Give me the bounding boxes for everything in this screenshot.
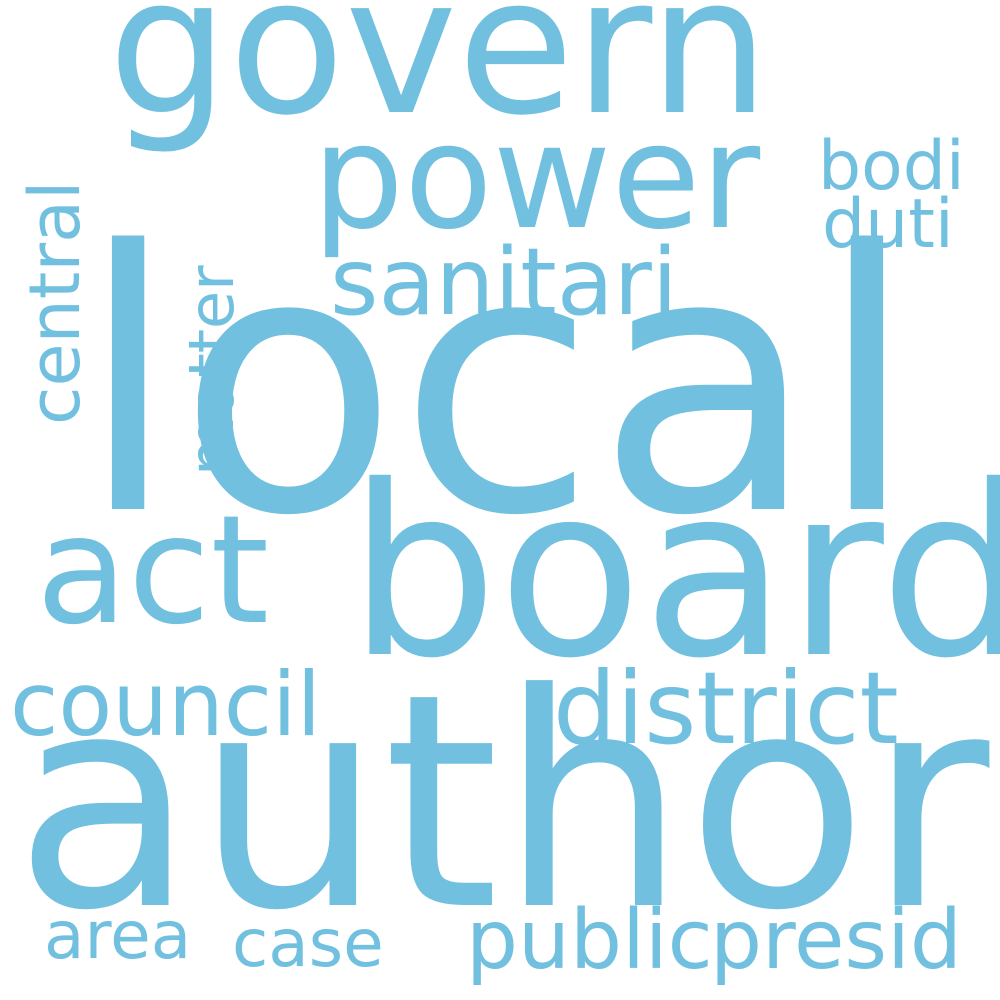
word-act: act (36, 484, 270, 658)
word-govern: govern (108, 0, 770, 157)
word-local: local (78, 175, 917, 594)
word-author: author (14, 630, 990, 975)
word-public: public (466, 893, 713, 988)
word-case: case (232, 905, 384, 982)
word-council: council (10, 653, 322, 756)
word-area: area (44, 897, 192, 974)
word-duti: duti (822, 185, 954, 264)
word-bodi: bodi (818, 127, 965, 206)
word-sanitari: sanitari (330, 228, 678, 336)
word-district: district (553, 650, 899, 767)
word-board: board (348, 435, 1000, 710)
word-power: power (312, 93, 761, 262)
word-presid: presid (710, 893, 962, 988)
